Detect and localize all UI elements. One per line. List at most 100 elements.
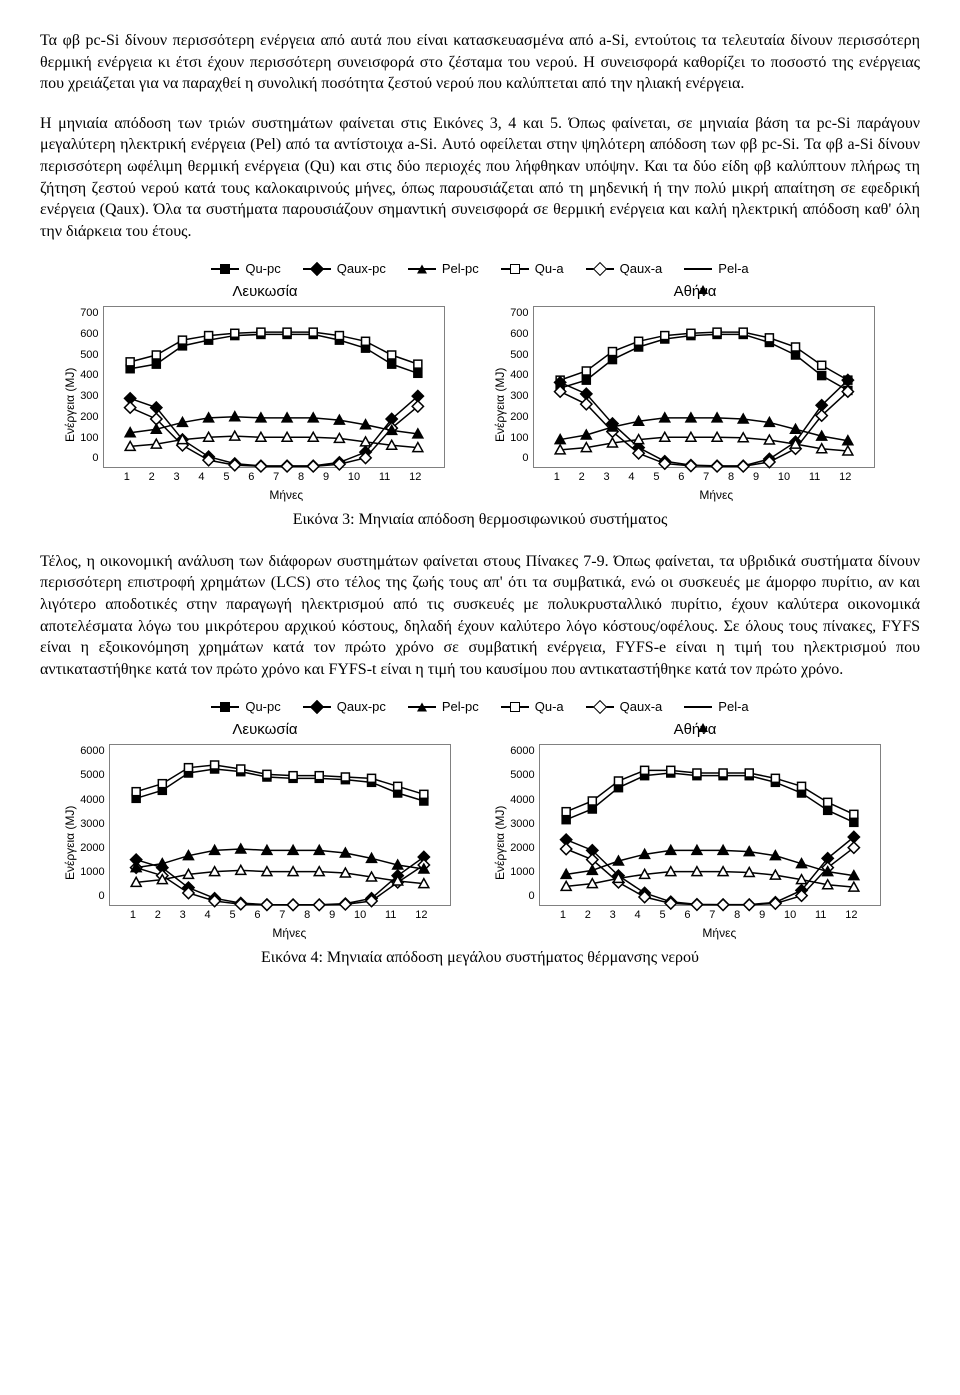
x-tick: 2: [579, 470, 585, 485]
marker: [413, 369, 421, 377]
marker: [152, 360, 160, 368]
marker: [666, 766, 674, 774]
x-tick: 11: [385, 908, 396, 923]
legend-item: Qaux-pc: [303, 260, 386, 278]
plot-area: [103, 306, 445, 468]
marker: [236, 765, 244, 773]
marker: [693, 769, 701, 777]
y-tick: 0: [99, 889, 105, 904]
marker: [713, 328, 721, 336]
x-tick: 3: [174, 470, 180, 485]
legend-item: Qu-a: [501, 698, 564, 716]
x-tick: 7: [709, 908, 715, 923]
y-tick: 2000: [510, 841, 534, 856]
x-tick: 6: [684, 908, 690, 923]
y-tick: 1000: [510, 865, 534, 880]
y-tick: 400: [510, 368, 528, 383]
x-tick: 11: [815, 908, 826, 923]
y-tick: 0: [529, 889, 535, 904]
x-tick: 9: [759, 908, 765, 923]
y-tick: 200: [510, 410, 528, 425]
marker: [560, 843, 571, 854]
x-tick: 2: [585, 908, 591, 923]
y-tick: 300: [510, 389, 528, 404]
x-tick: 4: [635, 908, 641, 923]
figure-3: Qu-pcQaux-pcPel-pcQu-aQaux-aPel-a Λευκωσ…: [40, 260, 920, 530]
marker: [588, 797, 596, 805]
marker: [582, 367, 590, 375]
x-axis-label: Μήνες: [539, 925, 900, 941]
y-axis-label: Ενέργεια (MJ): [490, 744, 510, 941]
y-tick: 100: [510, 431, 528, 446]
y-tick: 2000: [80, 841, 104, 856]
marker: [413, 360, 421, 368]
marker: [210, 761, 218, 769]
marker: [771, 774, 779, 782]
marker: [289, 772, 297, 780]
marker: [791, 343, 799, 351]
y-tick: 1000: [80, 865, 104, 880]
x-tick: 8: [298, 470, 304, 485]
legend-label: Qaux-pc: [337, 260, 386, 278]
series-Qu-a: [566, 770, 854, 814]
marker: [361, 337, 369, 345]
figure-4-caption: Εικόνα 4: Μηνιαία απόδοση μεγάλου συστήμ…: [40, 947, 920, 969]
marker: [341, 773, 349, 781]
series-Qu-a: [560, 332, 848, 380]
x-tick: 7: [703, 470, 709, 485]
series-Pel-pc: [130, 417, 418, 434]
x-tick: 7: [279, 908, 285, 923]
x-tick: 2: [155, 908, 161, 923]
x-tick: 10: [348, 470, 360, 485]
y-tick: 400: [80, 368, 98, 383]
x-tick: 5: [653, 470, 659, 485]
x-axis-label: Μήνες: [103, 487, 470, 503]
paragraph-3: Τέλος, η οικονομική ανάλυση των διάφορων…: [40, 551, 920, 681]
marker: [765, 334, 773, 342]
series-Qu-pc: [566, 773, 854, 822]
marker: [719, 769, 727, 777]
x-tick: 3: [610, 908, 616, 923]
marker: [283, 328, 291, 336]
marker: [634, 337, 642, 345]
y-tick: 300: [80, 389, 98, 404]
plot-area: [533, 306, 875, 468]
series-Qaux-a: [566, 848, 854, 905]
series-Pel-a: [560, 437, 848, 451]
y-tick: 0: [92, 451, 98, 466]
x-tick: 8: [304, 908, 310, 923]
marker: [850, 818, 858, 826]
legend-label: Qaux-pc: [337, 698, 386, 716]
x-tick: 1: [554, 470, 560, 485]
y-tick: 600: [80, 327, 98, 342]
marker: [797, 782, 805, 790]
legend-item: Pel-a: [684, 260, 748, 278]
legend-item: Pel-a: [684, 698, 748, 716]
legend-item: Qu-pc: [211, 260, 280, 278]
y-tick: 3000: [80, 817, 104, 832]
x-tick: 12: [845, 908, 857, 923]
chart-title: Λευκωσία: [60, 720, 470, 740]
series-Qaux-a: [130, 407, 418, 467]
marker: [393, 782, 401, 790]
x-tick: 4: [628, 470, 634, 485]
x-tick: 1: [560, 908, 566, 923]
legend-label: Pel-pc: [442, 260, 479, 278]
x-tick: 6: [678, 470, 684, 485]
x-axis-label: Μήνες: [533, 487, 900, 503]
series-Qaux-pc: [566, 837, 854, 905]
marker: [582, 376, 590, 384]
paragraph-2: Η μηνιαία απόδοση των τριών συστημάτων φ…: [40, 113, 920, 243]
marker: [791, 351, 799, 359]
y-tick: 600: [510, 327, 528, 342]
marker: [178, 336, 186, 344]
y-tick: 700: [80, 306, 98, 321]
x-axis-label: Μήνες: [109, 925, 470, 941]
legend-row: Qu-pcQaux-pcPel-pcQu-aQaux-aPel-a: [40, 698, 920, 716]
legend-item: Qaux-a: [586, 698, 663, 716]
marker: [817, 372, 825, 380]
marker: [387, 351, 395, 359]
x-tick: 3: [180, 908, 186, 923]
marker: [158, 780, 166, 788]
marker: [608, 348, 616, 356]
